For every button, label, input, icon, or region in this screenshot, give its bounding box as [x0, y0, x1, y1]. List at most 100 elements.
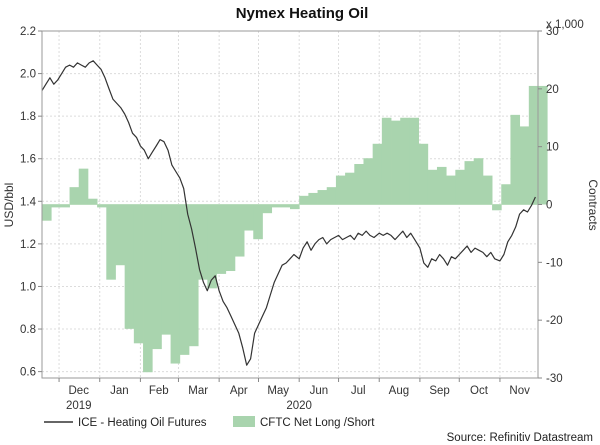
- cftc-bar: [225, 204, 236, 272]
- cftc-bar: [335, 175, 346, 205]
- cftc-bar: [42, 204, 52, 221]
- right-tick-label: -30: [546, 373, 563, 385]
- x-tick-label: May: [267, 385, 289, 397]
- cftc-bar: [492, 204, 502, 211]
- left-tick-label: 1.0: [20, 281, 36, 293]
- cftc-bar: [427, 169, 438, 205]
- cftc-bar: [418, 143, 429, 205]
- cftc-bar: [519, 126, 530, 205]
- cftc-bar: [363, 158, 374, 205]
- cftc-bar: [446, 175, 456, 205]
- cftc-bar: [317, 190, 328, 205]
- cftc-bar: [381, 117, 392, 205]
- cftc-bar: [308, 192, 318, 205]
- cftc-bar: [538, 85, 548, 205]
- cftc-bar: [51, 204, 61, 208]
- left-axis-ticks: 0.6 0.8 1.0 1.2 1.4 1.6 1.8 2.0 2.2: [20, 26, 42, 379]
- x-tick-label: Dec: [69, 385, 90, 397]
- cftc-bar: [115, 204, 126, 266]
- cftc-bar: [87, 198, 98, 205]
- cftc-bar: [271, 204, 282, 208]
- cftc-bar: [133, 204, 144, 344]
- cftc-bar: [124, 204, 135, 329]
- x-year-label: 2020: [286, 400, 312, 412]
- x-tick-label: Jul: [351, 385, 366, 397]
- cftc-bar: [299, 195, 309, 205]
- left-tick-label: 0.8: [20, 324, 36, 336]
- right-axis-multiplier: x 1,000: [546, 19, 584, 31]
- cftc-bar: [501, 184, 511, 205]
- cftc-bar: [473, 158, 484, 205]
- cftc-bar: [436, 166, 447, 205]
- cftc-bar: [354, 164, 364, 205]
- cftc-bar: [234, 204, 245, 257]
- right-tick-label: 0: [546, 200, 552, 212]
- x-tick-label: Jun: [310, 385, 329, 397]
- cftc-bar: [170, 204, 181, 364]
- right-axis-label: Contracts: [586, 179, 600, 230]
- x-tick-label: Apr: [230, 385, 248, 397]
- cftc-bar: [290, 204, 300, 210]
- left-tick-label: 2.2: [20, 26, 36, 38]
- cftc-bar: [409, 117, 419, 205]
- left-tick-label: 0.6: [20, 367, 36, 379]
- cftc-bar: [280, 204, 291, 208]
- x-tick-label: Feb: [149, 385, 169, 397]
- right-tick-label: -10: [546, 257, 563, 269]
- legend-entry-cftc: CFTC Net Long /Short: [260, 417, 375, 429]
- cftc-bar: [372, 143, 383, 205]
- source-note: Source: Refinitiv Datastream: [447, 432, 593, 444]
- right-tick-label: 30: [546, 26, 559, 38]
- left-axis-label: USD/bbl: [2, 183, 16, 228]
- left-tick-label: 1.8: [20, 111, 36, 123]
- cftc-bar: [69, 187, 80, 205]
- x-axis-ticks: Dec Jan Feb Mar Apr May Jun Jul Aug Sep Oct Nov 2019…: [58, 378, 530, 412]
- cftc-bar: [262, 204, 273, 214]
- cftc-bar: [60, 204, 70, 208]
- x-year-label: 2019: [66, 400, 92, 412]
- cftc-bar: [216, 204, 227, 274]
- cftc-bar: [391, 120, 401, 205]
- cftc-bar: [198, 204, 208, 280]
- heating-oil-line: [41, 60, 536, 366]
- cftc-bar: [326, 187, 337, 205]
- x-tick-label: Oct: [470, 385, 489, 397]
- left-tick-label: 1.2: [20, 239, 36, 251]
- cftc-bar: [244, 204, 254, 231]
- x-tick-label: Aug: [389, 385, 409, 397]
- cftc-bar: [143, 204, 153, 373]
- left-tick-label: 1.6: [20, 154, 36, 166]
- cftc-bar: [188, 204, 199, 347]
- cftc-bar: [253, 204, 263, 240]
- cftc-bar: [510, 114, 521, 205]
- x-tick-label: Jan: [110, 385, 129, 397]
- cftc-bar: [464, 161, 475, 205]
- cftc-bar: [207, 204, 217, 289]
- right-tick-label: 20: [546, 84, 559, 96]
- chart-title: Nymex Heating Oil: [236, 5, 369, 22]
- cftc-bars: [42, 85, 548, 373]
- left-tick-label: 1.4: [20, 196, 37, 208]
- right-tick-label: -20: [546, 315, 563, 327]
- cftc-bar: [179, 204, 190, 355]
- legend: ICE - Heating Oil Futures CFTC Net Long …: [44, 416, 375, 429]
- x-tick-label: Mar: [188, 385, 208, 397]
- left-tick-label: 2.0: [20, 69, 36, 81]
- cftc-bar: [482, 175, 493, 205]
- right-axis-ticks: -30 -20 -10 0 10 20 30: [538, 26, 563, 385]
- legend-entry-heating-oil: ICE - Heating Oil Futures: [78, 417, 207, 429]
- right-tick-label: 10: [546, 142, 559, 154]
- cftc-bar: [528, 85, 539, 205]
- cftc-bar: [97, 204, 107, 208]
- legend-bar-swatch: [233, 416, 255, 427]
- x-tick-label: Sep: [429, 385, 449, 397]
- cftc-bar: [345, 172, 355, 205]
- cftc-bar: [400, 117, 410, 205]
- cftc-bar: [455, 169, 465, 205]
- x-tick-label: Nov: [509, 385, 530, 397]
- cftc-bar: [161, 204, 171, 335]
- cftc-bar: [78, 168, 89, 205]
- cftc-bar: [152, 204, 162, 350]
- cftc-bar: [106, 204, 116, 280]
